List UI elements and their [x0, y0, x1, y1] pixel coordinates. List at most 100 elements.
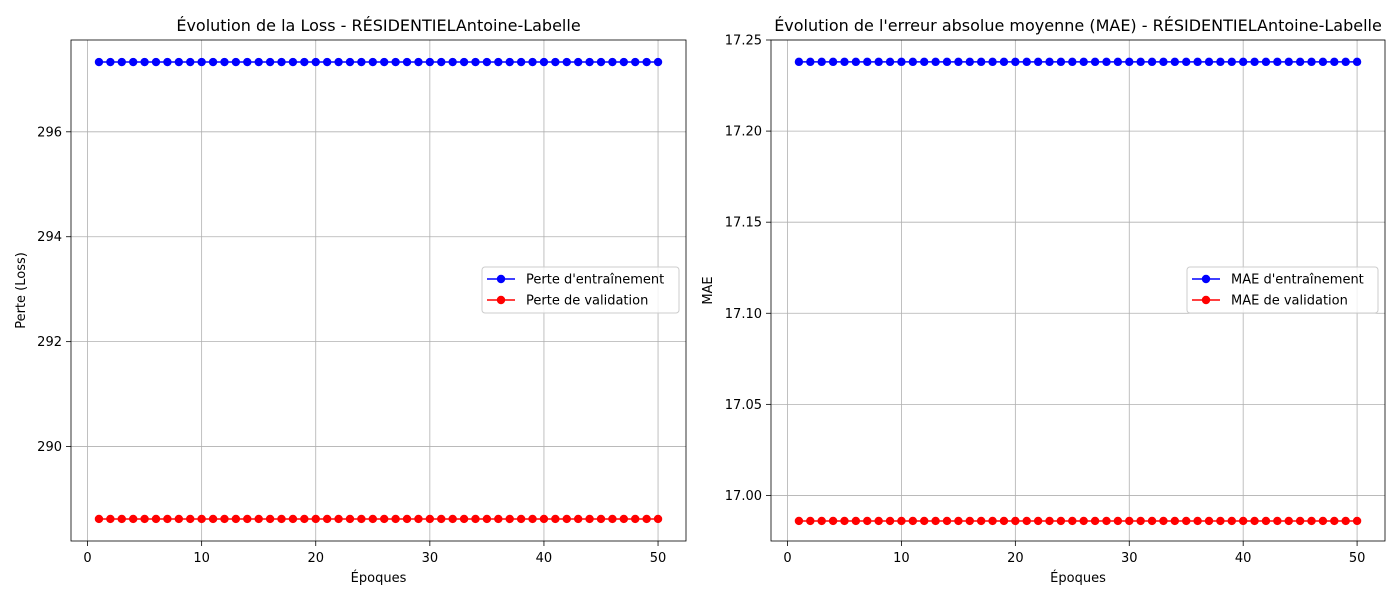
plot-frame — [70, 39, 687, 542]
chart-title: Évolution de la Loss - RÉSIDENTIELAntoin… — [176, 16, 580, 35]
data-point — [965, 516, 974, 526]
legend-entry-label: Perte de validation — [526, 294, 648, 309]
x-tick-label: 10 — [193, 551, 210, 566]
data-point — [140, 514, 149, 524]
data-point — [806, 516, 815, 526]
data-point — [254, 57, 263, 67]
legend-entry-label: MAE de validation — [1231, 294, 1348, 309]
data-point — [1318, 57, 1328, 67]
data-point — [368, 57, 377, 67]
data-point — [1045, 57, 1054, 67]
data-point — [642, 57, 651, 67]
data-point — [288, 514, 298, 524]
x-tick-label: 50 — [1349, 551, 1366, 566]
data-point — [1204, 57, 1214, 67]
data-point — [1273, 516, 1282, 526]
data-point — [265, 57, 275, 67]
data-point — [1159, 516, 1168, 526]
data-point — [1136, 57, 1145, 67]
data-point — [425, 57, 435, 67]
data-point — [976, 516, 986, 526]
data-point — [322, 57, 332, 67]
data-point — [505, 514, 514, 524]
data-point — [1182, 57, 1191, 67]
data-point — [1307, 516, 1316, 526]
chart-title: Évolution de l'erreur absolue moyenne (M… — [774, 16, 1382, 35]
data-point — [642, 514, 651, 524]
data-point — [277, 57, 286, 67]
data-point — [1227, 57, 1236, 67]
data-point — [631, 57, 640, 67]
data-point — [608, 57, 617, 67]
data-point — [1330, 57, 1339, 67]
data-point — [1341, 516, 1350, 526]
data-point — [1022, 57, 1031, 67]
data-point — [1022, 516, 1031, 526]
data-point — [1079, 57, 1088, 67]
data-point — [151, 57, 161, 67]
data-point — [94, 514, 104, 524]
data-point — [1284, 516, 1293, 526]
data-point — [471, 514, 480, 524]
legend-swatch-marker — [496, 274, 506, 284]
data-point — [174, 514, 184, 524]
data-point — [885, 516, 895, 526]
data-point — [1193, 57, 1202, 67]
data-point — [265, 514, 275, 524]
y-tick-label: 296 — [37, 125, 62, 140]
x-axis-label: Époques — [351, 570, 407, 586]
data-point — [1090, 57, 1100, 67]
data-point — [391, 57, 400, 67]
data-point — [1147, 516, 1157, 526]
data-point — [471, 57, 480, 67]
data-point — [516, 514, 526, 524]
y-axis-label: MAE — [701, 276, 716, 304]
data-point — [551, 57, 560, 67]
data-point — [653, 57, 663, 67]
data-point — [243, 514, 252, 524]
data-point — [942, 516, 952, 526]
data-point — [414, 514, 423, 524]
data-point — [128, 57, 138, 67]
data-point — [1352, 57, 1362, 67]
chart-1: 0 10 20 30 40 50 290 292 294 296 Évolution de la L… — [14, 16, 687, 586]
data-point — [851, 57, 861, 67]
data-point — [988, 57, 997, 67]
data-point — [1193, 516, 1202, 526]
legend-swatch-marker — [1201, 295, 1211, 305]
y-tick-label: 17.10 — [725, 307, 762, 322]
data-point — [311, 514, 320, 524]
data-point — [1125, 516, 1134, 526]
data-point — [874, 57, 883, 67]
x-tick-label: 30 — [422, 551, 439, 566]
data-point — [448, 514, 457, 524]
data-point — [908, 57, 918, 67]
x-tick-label: 0 — [783, 551, 791, 566]
legend-swatch-marker — [496, 295, 506, 305]
data-point — [619, 57, 629, 67]
data-point — [828, 57, 838, 67]
data-point — [459, 57, 469, 67]
data-point — [920, 57, 929, 67]
data-point — [380, 514, 389, 524]
data-point — [573, 57, 583, 67]
data-point — [288, 57, 298, 67]
data-point — [368, 514, 377, 524]
data-point — [300, 514, 309, 524]
data-point — [999, 57, 1009, 67]
data-point — [186, 57, 195, 67]
data-point — [931, 516, 940, 526]
data-point — [1216, 57, 1225, 67]
data-point — [1056, 516, 1066, 526]
legend: Perte d'entraînement Perte de validation — [481, 266, 680, 314]
data-point — [414, 57, 423, 67]
data-point — [817, 57, 826, 67]
data-point — [254, 514, 263, 524]
data-point — [942, 57, 952, 67]
data-point — [999, 516, 1009, 526]
data-point — [345, 514, 355, 524]
data-point — [334, 57, 343, 67]
data-point — [976, 57, 986, 67]
data-point — [585, 57, 594, 67]
data-point — [817, 516, 826, 526]
